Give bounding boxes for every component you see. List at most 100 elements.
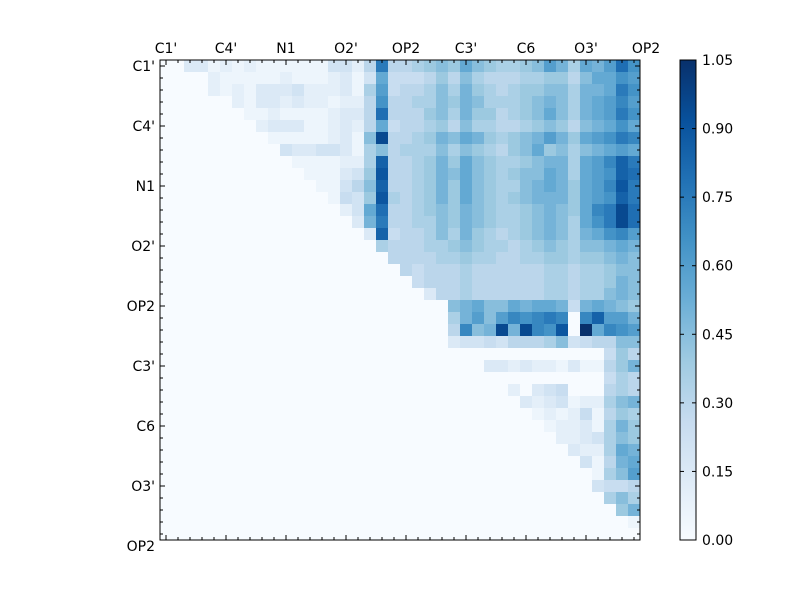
heatmap-cell-9-16 [352, 168, 365, 181]
heatmap-cell-9-14 [328, 168, 341, 181]
heatmap-cell-32-13 [316, 444, 329, 457]
heatmap-cell-19-29 [508, 288, 521, 301]
heatmap-cell-11-13 [316, 192, 329, 205]
heatmap-cell-21-2 [184, 312, 197, 325]
heatmap-cell-16-30 [520, 252, 533, 265]
heatmap-cell-32-3 [196, 444, 209, 457]
heatmap-cell-28-2 [184, 396, 197, 409]
heatmap-cell-36-26 [472, 492, 485, 505]
heatmap-cell-36-19 [388, 492, 401, 505]
heatmap-cell-19-32 [544, 288, 557, 301]
heatmap-cell-31-23 [436, 432, 449, 445]
heatmap-cell-8-16 [352, 156, 365, 169]
heatmap-cell-13-14 [328, 216, 341, 229]
heatmap-cell-22-7 [244, 324, 257, 337]
heatmap-cell-29-11 [292, 408, 305, 421]
heatmap-cell-39-14 [328, 528, 341, 541]
heatmap-cell-39-13 [316, 528, 329, 541]
heatmap-cell-11-15 [340, 192, 353, 205]
heatmap-cell-3-34 [568, 96, 581, 109]
heatmap-cell-6-16 [352, 132, 365, 145]
heatmap-cell-2-27 [484, 84, 497, 97]
heatmap-cell-29-36 [592, 408, 605, 421]
heatmap-cell-6-33 [556, 132, 569, 145]
heatmap-cell-22-10 [280, 324, 293, 337]
heatmap-cell-38-0 [160, 516, 173, 529]
heatmap-cell-1-32 [544, 72, 557, 85]
heatmap-cell-20-25 [460, 300, 473, 313]
heatmap-cell-21-31 [532, 312, 545, 325]
y-tick-label: OP2 [127, 539, 155, 555]
heatmap-cell-23-32 [544, 336, 557, 349]
heatmap-cell-19-39 [628, 288, 641, 301]
heatmap-cell-5-6 [232, 120, 245, 133]
heatmap-cell-23-33 [556, 336, 569, 349]
heatmap-cell-31-22 [424, 432, 437, 445]
heatmap-cell-23-20 [400, 336, 413, 349]
heatmap-cell-26-31 [532, 372, 545, 385]
heatmap-cell-1-27 [484, 72, 497, 85]
heatmap-cell-11-9 [268, 192, 281, 205]
heatmap-cell-17-25 [460, 264, 473, 277]
heatmap-cell-24-33 [556, 348, 569, 361]
heatmap-cell-23-4 [208, 336, 221, 349]
heatmap-cell-24-5 [220, 348, 233, 361]
heatmap-cell-9-9 [268, 168, 281, 181]
heatmap-cell-5-16 [352, 120, 365, 133]
heatmap-cell-8-30 [520, 156, 533, 169]
heatmap-cell-29-17 [364, 408, 377, 421]
heatmap-cell-15-30 [520, 240, 533, 253]
heatmap-cell-33-10 [280, 456, 293, 469]
heatmap-cell-1-25 [460, 72, 473, 85]
heatmap-cell-33-4 [208, 456, 221, 469]
heatmap-cell-24-32 [544, 348, 557, 361]
x-tick-label: C3' [455, 41, 478, 57]
heatmap-cell-8-12 [304, 156, 317, 169]
heatmap-cell-38-20 [400, 516, 413, 529]
heatmap-cell-14-10 [280, 228, 293, 241]
heatmap-cell-34-33 [556, 468, 569, 481]
heatmap-cell-10-34 [568, 180, 581, 193]
heatmap-cell-13-10 [280, 216, 293, 229]
heatmap-cell-22-15 [340, 324, 353, 337]
heatmap-cell-37-27 [484, 504, 497, 517]
heatmap-cell-6-10 [280, 132, 293, 145]
heatmap-cell-8-21 [412, 156, 425, 169]
heatmap-cell-26-16 [352, 372, 365, 385]
heatmap-cell-23-19 [388, 336, 401, 349]
heatmap-cell-33-11 [292, 456, 305, 469]
heatmap-cell-14-24 [448, 228, 461, 241]
heatmap-cell-24-10 [280, 348, 293, 361]
heatmap-cell-17-10 [280, 264, 293, 277]
heatmap-cell-4-39 [628, 108, 641, 121]
heatmap-cell-24-17 [364, 348, 377, 361]
heatmap-cell-2-21 [412, 84, 425, 97]
heatmap-cell-13-29 [508, 216, 521, 229]
heatmap-cell-22-27 [484, 324, 497, 337]
heatmap-cell-19-14 [328, 288, 341, 301]
heatmap-cell-26-10 [280, 372, 293, 385]
heatmap-cell-13-7 [244, 216, 257, 229]
heatmap-cell-36-29 [508, 492, 521, 505]
heatmap-cell-20-10 [280, 300, 293, 313]
heatmap-cell-27-28 [496, 384, 509, 397]
heatmap-cell-8-32 [544, 156, 557, 169]
heatmap-cell-38-31 [532, 516, 545, 529]
heatmap-cell-39-38 [616, 528, 629, 541]
heatmap-cell-12-30 [520, 204, 533, 217]
heatmap-cell-12-7 [244, 204, 257, 217]
heatmap-cell-17-28 [496, 264, 509, 277]
heatmap-cell-12-1 [172, 204, 185, 217]
heatmap-cell-16-36 [592, 252, 605, 265]
heatmap-cell-38-28 [496, 516, 509, 529]
heatmap-cell-22-9 [268, 324, 281, 337]
heatmap-cell-26-35 [580, 372, 593, 385]
heatmap-cell-31-3 [196, 432, 209, 445]
heatmap-cell-14-17 [364, 228, 377, 241]
heatmap-cell-10-38 [616, 180, 629, 193]
heatmap-cell-3-0 [160, 96, 173, 109]
heatmap-cell-9-21 [412, 168, 425, 181]
heatmap-cell-15-17 [364, 240, 377, 253]
heatmap-cell-31-15 [340, 432, 353, 445]
heatmap-cell-6-12 [304, 132, 317, 145]
